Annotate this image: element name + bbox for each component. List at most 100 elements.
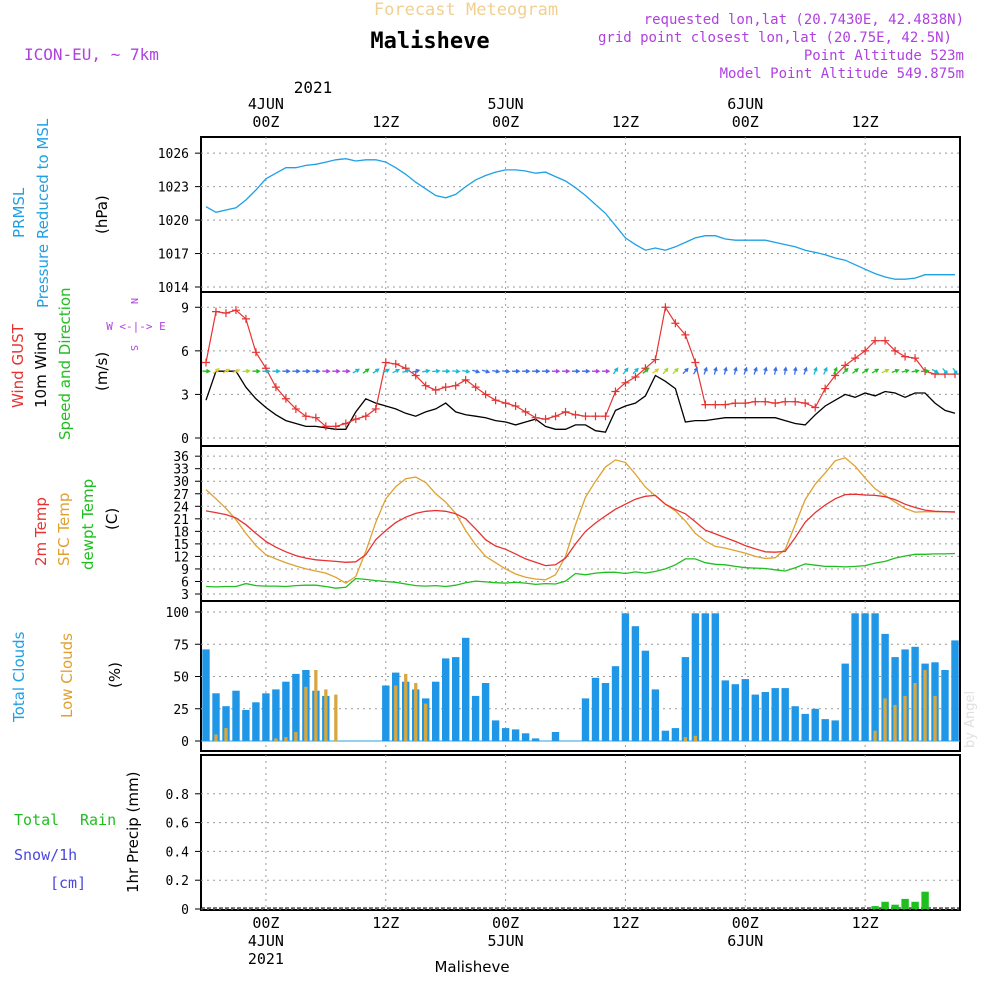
wind-direction-arrow <box>783 366 788 375</box>
precip-bar <box>871 906 879 909</box>
wind-direction-arrow <box>682 367 689 375</box>
wind-gust-marker <box>371 404 380 413</box>
top-time-label: 6JUN <box>727 95 763 113</box>
low-cloud-bar <box>424 703 428 741</box>
total-cloud-bar <box>861 613 869 741</box>
wind-gust-marker <box>781 397 790 406</box>
total-cloud-bar <box>242 710 250 741</box>
wind-direction-arrow <box>522 368 531 374</box>
wind-direction-arrow <box>202 368 211 374</box>
total-cloud-bar <box>611 666 620 741</box>
total-cloud-bar <box>701 613 709 741</box>
total-cloud-bar <box>531 738 540 741</box>
low-cloud-bar <box>693 735 697 741</box>
y-tick-label: 0 <box>181 432 189 447</box>
y-tick-label: 27 <box>173 488 189 503</box>
compass-axis: W <-|-> E <box>106 320 166 333</box>
wind-label-unit: (m/s) <box>93 352 111 391</box>
wind-direction-arrow <box>372 368 380 374</box>
wind-gust-marker <box>821 384 830 393</box>
wind-direction-arrow <box>262 368 271 374</box>
total-cloud-bar <box>551 732 560 741</box>
top-time-label: 12Z <box>852 113 879 131</box>
wind-direction-arrow <box>871 368 880 374</box>
y-tick-label: 9 <box>181 301 189 316</box>
wind-gust-marker <box>531 413 540 422</box>
total-cloud-bar <box>871 613 879 741</box>
low-cloud-bar <box>903 695 907 741</box>
dewpoint-line <box>205 552 956 589</box>
wind-direction-arrow <box>942 368 949 375</box>
top-time-label: 12Z <box>612 113 639 131</box>
top-time-label: 00Z <box>732 113 759 131</box>
wind-gust-marker <box>391 359 400 368</box>
total-cloud-bar <box>951 640 959 741</box>
total-cloud-bar <box>471 695 480 741</box>
wind-gust-marker <box>841 361 850 370</box>
bottom-time-label: 00Z <box>252 914 279 932</box>
wind-direction-arrow <box>292 368 301 374</box>
bottom-time-label: 4JUN <box>248 932 284 950</box>
temp-label-sfc: SFC Temp <box>55 493 73 566</box>
wind-direction-arrow <box>793 366 798 375</box>
wind-gust-marker <box>561 407 570 416</box>
wind-direction-arrow <box>392 368 401 374</box>
wind-direction-arrow <box>502 368 511 374</box>
wind-direction-arrow <box>442 368 451 374</box>
wind-direction-arrow <box>842 367 849 375</box>
y-tick-label: 12 <box>173 550 189 565</box>
wind-direction-arrow <box>852 368 859 374</box>
total-cloud-bar <box>222 706 230 741</box>
total-cloud-bar <box>272 689 280 741</box>
total-cloud-bar <box>641 650 650 741</box>
wind-direction-arrow <box>773 366 778 375</box>
total-cloud-bar <box>491 720 500 741</box>
wind-direction-arrow <box>921 368 930 374</box>
wind-gust-marker <box>611 387 620 396</box>
wind-direction-arrow <box>582 368 591 374</box>
y-tick-label: 15 <box>173 538 189 553</box>
y-tick-label: 1017 <box>158 248 189 263</box>
wind-direction-arrow <box>562 368 571 374</box>
clouds-label-low: Low Clouds <box>58 633 76 718</box>
wind-gust-marker <box>771 399 780 408</box>
total-cloud-bar <box>432 681 440 741</box>
precip-bar <box>921 891 929 909</box>
wind-direction-arrow <box>352 368 360 374</box>
wind-direction-arrow <box>542 368 551 374</box>
wind-direction-arrow <box>532 368 541 374</box>
total-cloud-bar <box>771 688 779 741</box>
y-tick-label: 0 <box>181 735 189 750</box>
compass-north: N <box>128 298 139 304</box>
wind-gust-marker <box>301 412 310 421</box>
wind-gust-marker <box>761 397 770 406</box>
total-cloud-bar <box>202 649 210 741</box>
pressure-label-unit: (hPa) <box>93 195 111 234</box>
total-cloud-bar <box>901 649 909 741</box>
wind-direction-arrow <box>901 368 910 374</box>
grid-point-coordinates: grid point closest lon,lat (20.75E, 42.5… <box>598 30 952 46</box>
wind-direction-arrow <box>833 366 838 375</box>
wind-direction-arrow <box>272 368 281 374</box>
wind-gust-marker <box>491 396 500 405</box>
wind-direction-arrow <box>342 368 351 374</box>
total-cloud-bar <box>831 720 839 741</box>
wind-direction-arrow <box>662 367 669 375</box>
y-tick-label: 30 <box>173 475 189 490</box>
wind-gust-marker <box>511 402 520 411</box>
wind-direction-arrow <box>891 368 900 374</box>
wind-gust-marker <box>481 390 490 399</box>
wind-gust-marker <box>831 371 840 380</box>
y-tick-label: 75 <box>173 638 189 653</box>
pressure-label-msl: Pressure Reduced to MSL <box>34 118 52 308</box>
total-cloud-bar <box>711 613 719 741</box>
low-cloud-bar <box>334 694 338 741</box>
low-cloud-bar <box>224 728 228 741</box>
wind-gust-marker <box>721 400 730 409</box>
wind-direction-arrow <box>632 367 639 375</box>
wind-direction-arrow <box>733 366 738 375</box>
total-cloud-bar <box>731 684 739 741</box>
wind-direction-arrow <box>242 368 251 374</box>
wind-gust-marker <box>671 319 680 328</box>
